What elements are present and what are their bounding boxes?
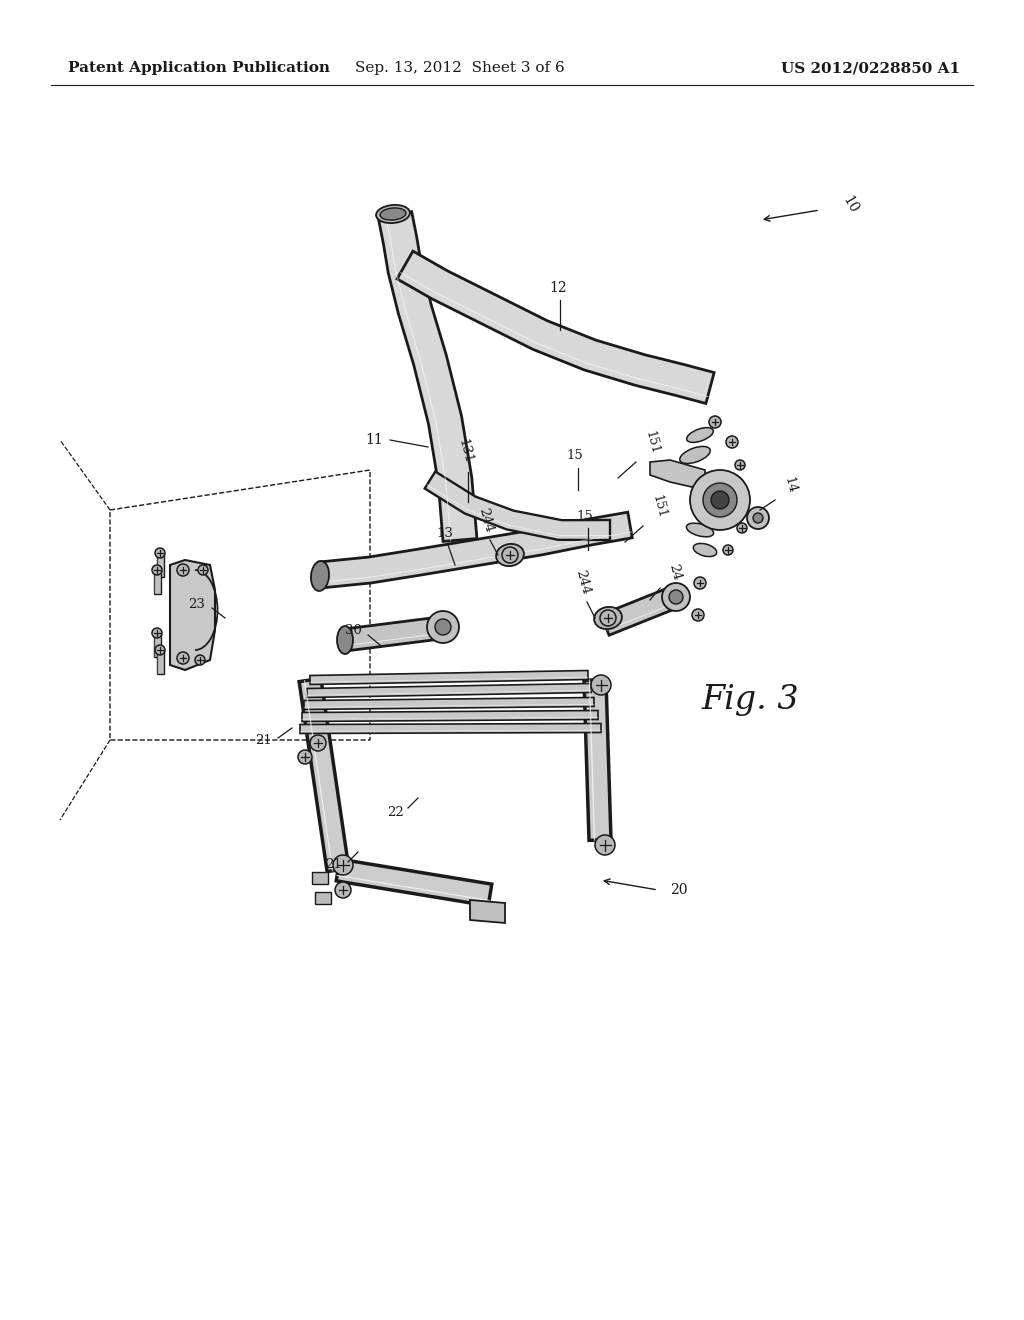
Circle shape [177,652,189,664]
Ellipse shape [380,209,406,220]
Polygon shape [304,697,594,709]
Polygon shape [302,710,598,722]
Polygon shape [154,634,161,657]
Circle shape [177,564,189,576]
Circle shape [195,655,205,665]
Text: 13: 13 [436,527,454,540]
Circle shape [709,416,721,428]
Circle shape [427,611,459,643]
Polygon shape [307,684,591,697]
Circle shape [152,628,162,638]
Polygon shape [315,892,331,904]
Polygon shape [310,671,588,685]
Ellipse shape [337,626,353,653]
Text: Sep. 13, 2012  Sheet 3 of 6: Sep. 13, 2012 Sheet 3 of 6 [355,61,565,75]
Text: 20: 20 [670,883,687,898]
Text: 151: 151 [643,429,662,455]
Circle shape [600,610,616,626]
Circle shape [690,470,750,531]
Text: 14: 14 [782,475,799,495]
Circle shape [669,590,683,605]
Circle shape [753,513,763,523]
Ellipse shape [693,544,717,557]
Polygon shape [397,251,714,404]
Text: Patent Application Publication: Patent Application Publication [68,61,330,75]
Text: 244: 244 [573,569,593,597]
Text: 24: 24 [666,562,683,582]
Polygon shape [300,723,601,734]
Polygon shape [312,873,328,884]
Text: 11: 11 [366,433,383,447]
Text: 30: 30 [345,623,362,636]
Circle shape [711,491,729,510]
Text: 10: 10 [840,194,861,216]
Circle shape [692,609,705,620]
Text: 15: 15 [577,510,593,523]
Circle shape [310,735,326,751]
Circle shape [333,855,353,875]
Polygon shape [154,570,161,594]
Circle shape [335,882,351,898]
Circle shape [694,577,706,589]
Polygon shape [650,459,705,490]
Polygon shape [378,211,477,541]
Text: 12: 12 [549,281,567,294]
Polygon shape [299,678,349,871]
Circle shape [662,583,690,611]
Polygon shape [584,680,611,841]
Text: 131: 131 [456,437,474,465]
Circle shape [435,619,451,635]
Ellipse shape [594,607,622,630]
Circle shape [502,546,518,564]
Text: 21: 21 [255,734,272,747]
Circle shape [155,548,165,558]
Ellipse shape [311,561,329,591]
Polygon shape [470,900,505,923]
Polygon shape [157,649,164,675]
Circle shape [726,436,738,447]
Polygon shape [601,587,679,635]
Ellipse shape [376,205,410,223]
Circle shape [152,565,162,576]
Polygon shape [170,560,215,671]
Polygon shape [336,859,492,906]
Ellipse shape [687,428,714,442]
Polygon shape [157,553,164,577]
Text: 21: 21 [326,858,342,871]
Circle shape [595,836,615,855]
Ellipse shape [680,446,711,463]
Circle shape [737,523,746,533]
Text: US 2012/0228850 A1: US 2012/0228850 A1 [781,61,961,75]
Circle shape [298,750,312,764]
Circle shape [703,483,737,517]
Polygon shape [344,616,441,651]
Text: Fig. 3: Fig. 3 [701,684,799,715]
Text: 22: 22 [387,805,404,818]
Text: 23: 23 [188,598,205,610]
Text: 244: 244 [476,507,496,535]
Circle shape [198,565,208,576]
Polygon shape [318,512,632,587]
Circle shape [591,675,611,696]
Circle shape [723,545,733,554]
Text: 15: 15 [566,449,584,462]
Text: 151: 151 [650,494,669,520]
Polygon shape [425,471,610,540]
Circle shape [155,645,165,655]
Ellipse shape [496,544,524,566]
Circle shape [746,507,769,529]
Ellipse shape [686,523,714,537]
Circle shape [735,459,745,470]
